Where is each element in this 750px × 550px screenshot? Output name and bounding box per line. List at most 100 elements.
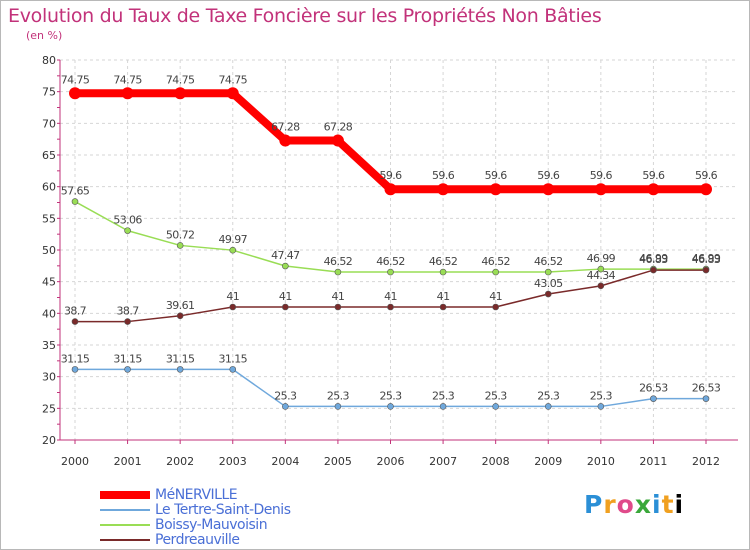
data-label: 39.61 [166, 299, 195, 312]
x-tick-label: 2000 [61, 455, 89, 468]
data-label: 25.3 [379, 389, 402, 402]
data-label: 46.83 [692, 253, 721, 266]
data-point [594, 183, 607, 196]
data-point [229, 246, 237, 254]
data-label: 53.06 [113, 214, 142, 227]
data-label: 46.52 [481, 255, 510, 268]
data-point [700, 183, 712, 196]
x-tick-label: 2009 [534, 455, 562, 468]
data-point [124, 227, 131, 234]
data-label: 46.52 [376, 255, 405, 268]
y-tick-label: 55 [42, 212, 56, 225]
legend-label: Le Tertre-Saint-Denis [155, 501, 291, 518]
data-label: 25.3 [327, 389, 350, 402]
data-point [71, 198, 79, 205]
legend-item: Le Tertre-Saint-Denis [100, 501, 291, 518]
proxiti-logo: Proxiti [584, 490, 685, 519]
data-label: 46.83 [639, 253, 668, 266]
data-point [492, 268, 499, 276]
x-tick-label: 2008 [482, 455, 510, 468]
data-label: 41 [226, 290, 239, 303]
data-point [650, 266, 657, 274]
data-label: 25.3 [485, 389, 508, 402]
data-label: 31.15 [113, 352, 142, 365]
data-point [387, 403, 394, 410]
legend-label: MéNERVILLE [155, 486, 238, 503]
data-label: 41 [437, 290, 450, 303]
data-label: 74.75 [113, 73, 142, 86]
x-tick-label: 2012 [692, 455, 720, 468]
data-label: 26.53 [692, 382, 721, 395]
data-point [124, 366, 131, 373]
data-label: 46.99 [639, 252, 668, 265]
data-point [597, 282, 605, 290]
y-tick-label: 45 [42, 276, 56, 289]
data-label: 25.3 [590, 389, 613, 402]
data-label: 74.75 [61, 73, 90, 86]
data-point [492, 303, 499, 311]
data-point [439, 303, 447, 311]
data-point [544, 268, 552, 276]
data-label: 38.7 [117, 305, 140, 318]
data-label: 57.65 [61, 185, 90, 198]
data-label: 25.3 [432, 389, 455, 402]
data-point [334, 403, 342, 410]
data-point [71, 366, 79, 373]
y-tick-label: 20 [42, 434, 56, 447]
data-label: 67.28 [271, 121, 300, 134]
legend-swatch [100, 490, 150, 499]
data-label: 31.15 [219, 352, 248, 365]
y-tick-label: 65 [42, 149, 56, 162]
data-point [282, 262, 289, 270]
legend-swatch [100, 538, 150, 541]
x-tick-label: 2003 [219, 455, 247, 468]
legend-swatch [100, 508, 150, 511]
data-label: 25.3 [537, 389, 560, 402]
data-label: 46.52 [534, 255, 563, 268]
data-point [437, 183, 450, 196]
x-tick-label: 2007 [429, 455, 457, 468]
data-point [279, 134, 292, 147]
data-point [176, 312, 184, 320]
data-point [331, 134, 344, 147]
data-label: 59.6 [537, 169, 560, 182]
data-point [544, 403, 552, 410]
data-point [492, 403, 499, 410]
data-point [334, 303, 342, 311]
data-point [597, 265, 605, 273]
data-label: 31.15 [166, 352, 195, 365]
data-label: 41 [384, 290, 397, 303]
data-point [282, 303, 289, 311]
data-label: 47.47 [271, 249, 300, 262]
data-label: 59.6 [590, 169, 613, 182]
x-tick-label: 2002 [166, 455, 194, 468]
y-tick-label: 80 [42, 54, 56, 67]
data-label: 41 [489, 290, 502, 303]
legend-swatch [100, 523, 150, 526]
legend-item: Boissy-Mauvoisin [100, 516, 268, 533]
data-label: 46.52 [429, 255, 458, 268]
legend-label: Perdreauville [155, 531, 240, 548]
data-point [542, 183, 555, 196]
data-label: 46.99 [692, 252, 721, 265]
data-point [174, 87, 187, 100]
legend-label: Boissy-Mauvoisin [155, 516, 268, 533]
y-tick-label: 70 [42, 117, 56, 130]
data-point [384, 183, 397, 196]
x-tick-label: 2010 [587, 455, 615, 468]
data-point [650, 395, 657, 402]
y-tick-label: 75 [42, 86, 56, 99]
x-tick-label: 2006 [377, 455, 405, 468]
data-label: 43.05 [534, 277, 563, 290]
data-label: 59.6 [695, 169, 718, 182]
data-point [124, 318, 131, 325]
data-point [334, 268, 342, 276]
data-point [702, 266, 710, 274]
data-point [387, 303, 394, 311]
y-tick-label: 50 [42, 244, 56, 257]
y-tick-label: 60 [42, 181, 56, 194]
data-label: 25.3 [274, 389, 297, 402]
data-point [226, 87, 239, 100]
data-point [71, 318, 79, 325]
